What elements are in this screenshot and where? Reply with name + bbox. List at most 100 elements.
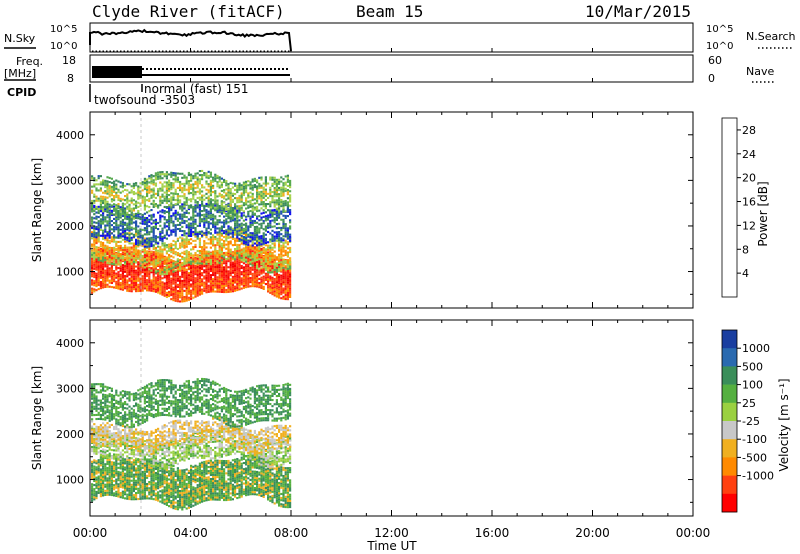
heatmap-cell [198,293,201,296]
heatmap-cell [273,225,276,228]
heatmap-cell [128,236,131,239]
heatmap-cell [251,262,254,265]
heatmap-cell [278,205,281,208]
heatmap-cell [159,248,162,251]
heatmap-cell [256,267,259,270]
heatmap-cell [205,188,208,191]
heatmap-cell [115,262,118,265]
heatmap-cell [185,262,188,265]
heatmap-cell [187,257,190,260]
heatmap-cell [91,407,94,410]
heatmap-cell [238,231,241,234]
heatmap-cell [121,278,124,281]
heatmap-cell [258,191,261,194]
heatmap-cell [227,234,230,237]
heatmap-cell [115,257,118,260]
heatmap-cell [183,296,186,299]
heatmap-cell [242,251,245,254]
heatmap-cell [135,257,138,260]
heatmap-cell [258,241,261,244]
heatmap-cell [185,216,188,219]
heatmap-cell [286,178,289,181]
heatmap-cell [117,263,120,266]
heatmap-cell [132,199,135,202]
heatmap-cell [179,259,182,262]
heatmap-cell [220,204,223,207]
heatmap-cell [93,271,96,274]
heatmap-cell [205,278,208,281]
heatmap-cell [108,269,111,272]
heatmap-cell [236,201,239,204]
heatmap-cell [212,278,215,281]
heatmap-cell [212,238,215,241]
heatmap-cell [258,185,261,188]
heatmap-cell [247,258,250,261]
heatmap-cell [135,220,138,223]
heatmap-cell [154,172,157,175]
heatmap-cell [95,262,98,265]
heatmap-cell [148,185,151,188]
heatmap-cell [190,198,193,201]
heatmap-cell [152,238,155,241]
heatmap-cell [119,257,122,260]
heatmap-cell [269,265,272,268]
heatmap-cell [260,178,263,181]
heatmap-cell [245,203,248,206]
heatmap-cell [251,219,254,222]
heatmap-cell [150,194,153,197]
heatmap-cell [218,237,221,240]
heatmap-cell [110,273,113,276]
heatmap-cell [214,231,217,234]
heatmap-cell [253,285,256,288]
heatmap-cell [234,263,237,266]
heatmap-cell [128,225,131,228]
heatmap-cell [91,245,94,248]
heatmap-cell [181,239,184,242]
heatmap-cell [91,204,94,207]
heatmap-cell [262,201,265,204]
heatmap-cell [165,275,168,278]
heatmap-cell [253,262,256,265]
heatmap-cell [124,283,127,286]
heatmap-cell [128,290,131,293]
heatmap-cell [187,240,190,243]
heatmap-cell [110,277,113,280]
heatmap-cell [102,232,105,235]
heatmap-cell [117,194,120,197]
heatmap-cell [260,239,263,242]
heatmap-cell [214,238,217,241]
heatmap-cell [207,174,210,177]
heatmap-cell [249,203,252,206]
heatmap-cell [97,232,100,235]
heatmap-cell [212,205,215,208]
heatmap-cell [273,178,276,181]
heatmap-cell [97,438,100,441]
heatmap-cell [262,269,265,272]
heatmap-cell [187,253,190,256]
heatmap-cell [190,206,193,209]
heatmap-cell [91,199,94,202]
heatmap-cell [275,275,278,278]
heatmap-cell [179,221,182,224]
heatmap-cell [168,249,171,252]
heatmap-cell [220,268,223,271]
heatmap-cell [234,285,237,288]
heatmap-cell [161,189,164,192]
heatmap-cell [207,255,210,258]
heatmap-cell [130,185,133,188]
heatmap-cell [154,205,157,208]
heatmap-cell [108,234,111,237]
heatmap-cell [154,265,157,268]
heatmap-cell [192,296,195,299]
heatmap-cell [104,453,107,456]
heatmap-cell [207,254,210,257]
heatmap-cell [150,251,153,254]
heatmap-cell [240,283,243,286]
heatmap-cell [280,293,283,296]
heatmap-cell [181,241,184,244]
heatmap-cell [220,212,223,215]
heatmap-cell [113,209,116,212]
heatmap-cell [192,272,195,275]
heatmap-cell [205,281,208,284]
heatmap-cell [251,246,254,249]
